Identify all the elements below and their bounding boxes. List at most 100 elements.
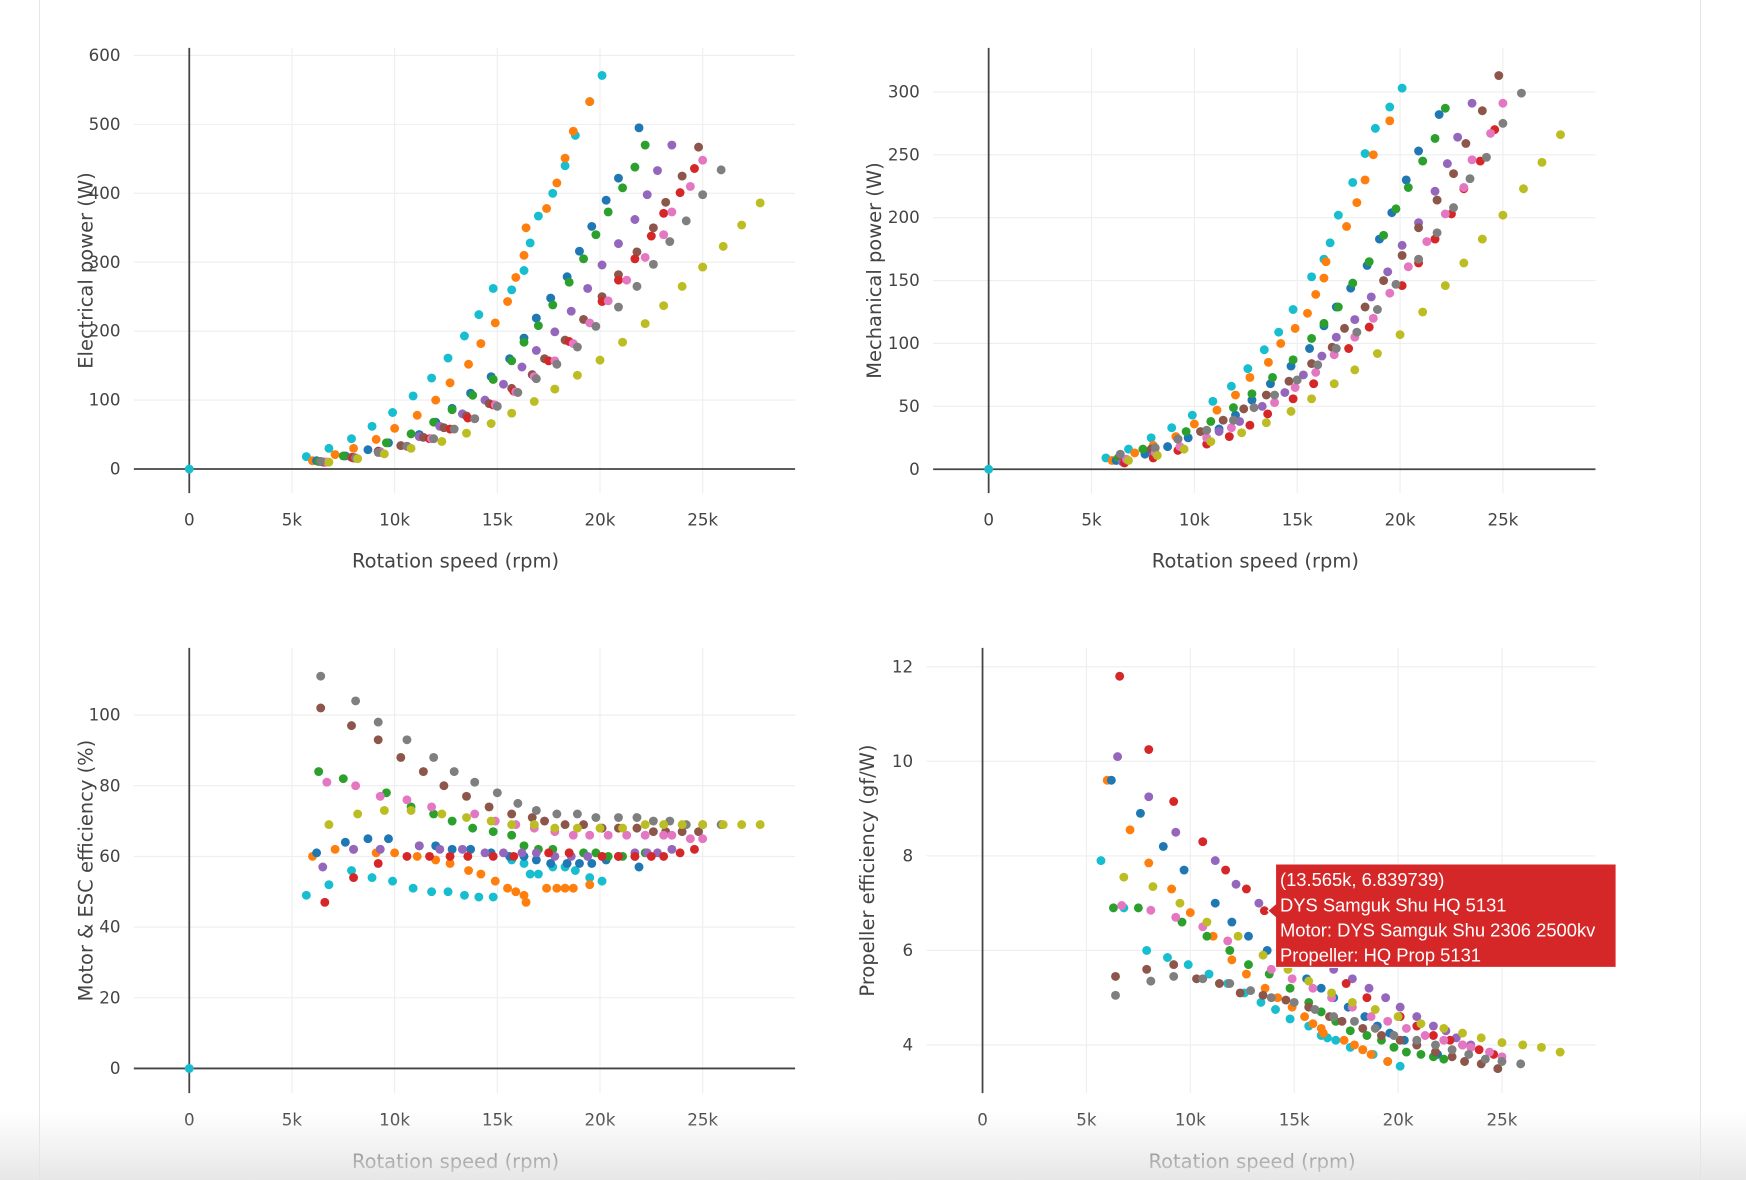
data-point[interactable] bbox=[1555, 1047, 1565, 1057]
data-point[interactable] bbox=[568, 126, 578, 136]
data-point[interactable] bbox=[462, 813, 471, 822]
data-point[interactable] bbox=[301, 890, 311, 900]
data-point[interactable] bbox=[542, 204, 552, 213]
data-point[interactable] bbox=[675, 848, 685, 858]
data-point[interactable] bbox=[1124, 455, 1133, 465]
data-point[interactable] bbox=[1179, 865, 1189, 875]
data-point[interactable] bbox=[614, 275, 623, 285]
series-5[interactable] bbox=[316, 703, 704, 837]
data-point[interactable] bbox=[1389, 1031, 1399, 1040]
data-point[interactable] bbox=[591, 321, 601, 331]
data-point[interactable] bbox=[689, 844, 699, 854]
data-point[interactable] bbox=[499, 379, 508, 389]
data-point[interactable] bbox=[1152, 450, 1162, 460]
data-point[interactable] bbox=[1536, 1042, 1546, 1052]
data-point[interactable] bbox=[531, 346, 541, 355]
data-point[interactable] bbox=[1453, 132, 1463, 142]
data-point[interactable] bbox=[464, 866, 474, 875]
data-point[interactable] bbox=[371, 434, 381, 444]
data-point[interactable] bbox=[1383, 267, 1393, 277]
data-point[interactable] bbox=[1169, 971, 1179, 981]
data-point[interactable] bbox=[677, 171, 687, 181]
data-point[interactable] bbox=[632, 281, 642, 291]
data-point[interactable] bbox=[1254, 898, 1264, 908]
data-point[interactable] bbox=[1307, 333, 1317, 343]
data-point[interactable] bbox=[716, 165, 726, 175]
data-point[interactable] bbox=[1212, 405, 1222, 415]
data-point[interactable] bbox=[1416, 1049, 1426, 1059]
data-point[interactable] bbox=[1206, 437, 1216, 447]
data-point[interactable] bbox=[667, 140, 677, 150]
data-point[interactable] bbox=[648, 223, 658, 233]
series-8[interactable] bbox=[316, 671, 726, 830]
data-point[interactable] bbox=[1447, 1052, 1457, 1062]
data-point[interactable] bbox=[406, 443, 416, 453]
data-point[interactable] bbox=[601, 195, 611, 205]
data-point[interactable] bbox=[1268, 372, 1277, 382]
data-point[interactable] bbox=[1241, 884, 1251, 894]
data-point[interactable] bbox=[640, 820, 650, 830]
data-point[interactable] bbox=[1237, 428, 1247, 438]
data-point[interactable] bbox=[618, 823, 628, 833]
data-point[interactable] bbox=[503, 883, 513, 893]
data-point[interactable] bbox=[640, 252, 650, 262]
data-point[interactable] bbox=[1144, 745, 1154, 754]
data-point[interactable] bbox=[1360, 175, 1370, 185]
data-point[interactable] bbox=[1177, 917, 1187, 927]
data-point[interactable] bbox=[659, 301, 669, 311]
data-point[interactable] bbox=[1377, 1031, 1386, 1040]
data-point[interactable] bbox=[1106, 775, 1116, 785]
series-6[interactable] bbox=[1119, 125, 1500, 468]
data-point[interactable] bbox=[1432, 195, 1442, 205]
data-point[interactable] bbox=[435, 844, 445, 854]
data-point[interactable] bbox=[324, 820, 334, 830]
data-point[interactable] bbox=[642, 190, 652, 200]
data-point[interactable] bbox=[437, 437, 447, 446]
data-point[interactable] bbox=[529, 397, 539, 406]
data-point[interactable] bbox=[1331, 332, 1341, 342]
data-point[interactable] bbox=[402, 851, 412, 861]
data-point[interactable] bbox=[521, 897, 531, 907]
data-point[interactable] bbox=[460, 890, 469, 900]
data-point[interactable] bbox=[1113, 752, 1123, 762]
data-point[interactable] bbox=[1169, 797, 1179, 806]
data-point[interactable] bbox=[1198, 837, 1208, 847]
data-point[interactable] bbox=[1337, 1016, 1347, 1026]
data-point[interactable] bbox=[1285, 983, 1295, 993]
series-0[interactable] bbox=[984, 83, 1407, 474]
data-point[interactable] bbox=[1389, 1042, 1399, 1052]
data-point[interactable] bbox=[507, 820, 517, 830]
data-point[interactable] bbox=[1439, 1023, 1449, 1033]
data-point[interactable] bbox=[1245, 372, 1255, 382]
data-point[interactable] bbox=[548, 300, 558, 310]
data-point[interactable] bbox=[427, 887, 437, 897]
data-point[interactable] bbox=[1416, 1019, 1426, 1029]
data-point[interactable] bbox=[1370, 1005, 1380, 1014]
data-point[interactable] bbox=[1173, 434, 1183, 444]
data-point[interactable] bbox=[579, 254, 589, 264]
data-point[interactable] bbox=[1519, 184, 1528, 194]
data-point[interactable] bbox=[347, 434, 356, 444]
data-point[interactable] bbox=[470, 414, 480, 424]
data-point[interactable] bbox=[568, 883, 578, 893]
data-point[interactable] bbox=[1372, 349, 1382, 358]
data-point[interactable] bbox=[572, 342, 582, 352]
data-point[interactable] bbox=[1358, 1045, 1368, 1055]
data-point[interactable] bbox=[640, 830, 650, 840]
data-point[interactable] bbox=[1430, 186, 1440, 196]
data-point[interactable] bbox=[1395, 330, 1405, 340]
data-point[interactable] bbox=[1516, 1059, 1526, 1069]
data-point[interactable] bbox=[1146, 905, 1156, 915]
data-point[interactable] bbox=[1192, 974, 1201, 984]
data-point[interactable] bbox=[1364, 983, 1374, 993]
data-point[interactable] bbox=[737, 820, 747, 830]
data-point[interactable] bbox=[1146, 976, 1156, 986]
data-point[interactable] bbox=[470, 809, 480, 819]
data-point[interactable] bbox=[480, 848, 490, 858]
data-point[interactable] bbox=[1202, 425, 1212, 435]
data-point[interactable] bbox=[1313, 360, 1323, 370]
data-point[interactable] bbox=[552, 809, 562, 819]
data-point[interactable] bbox=[1256, 997, 1266, 1007]
data-point[interactable] bbox=[1344, 344, 1354, 353]
data-point[interactable] bbox=[462, 791, 471, 801]
